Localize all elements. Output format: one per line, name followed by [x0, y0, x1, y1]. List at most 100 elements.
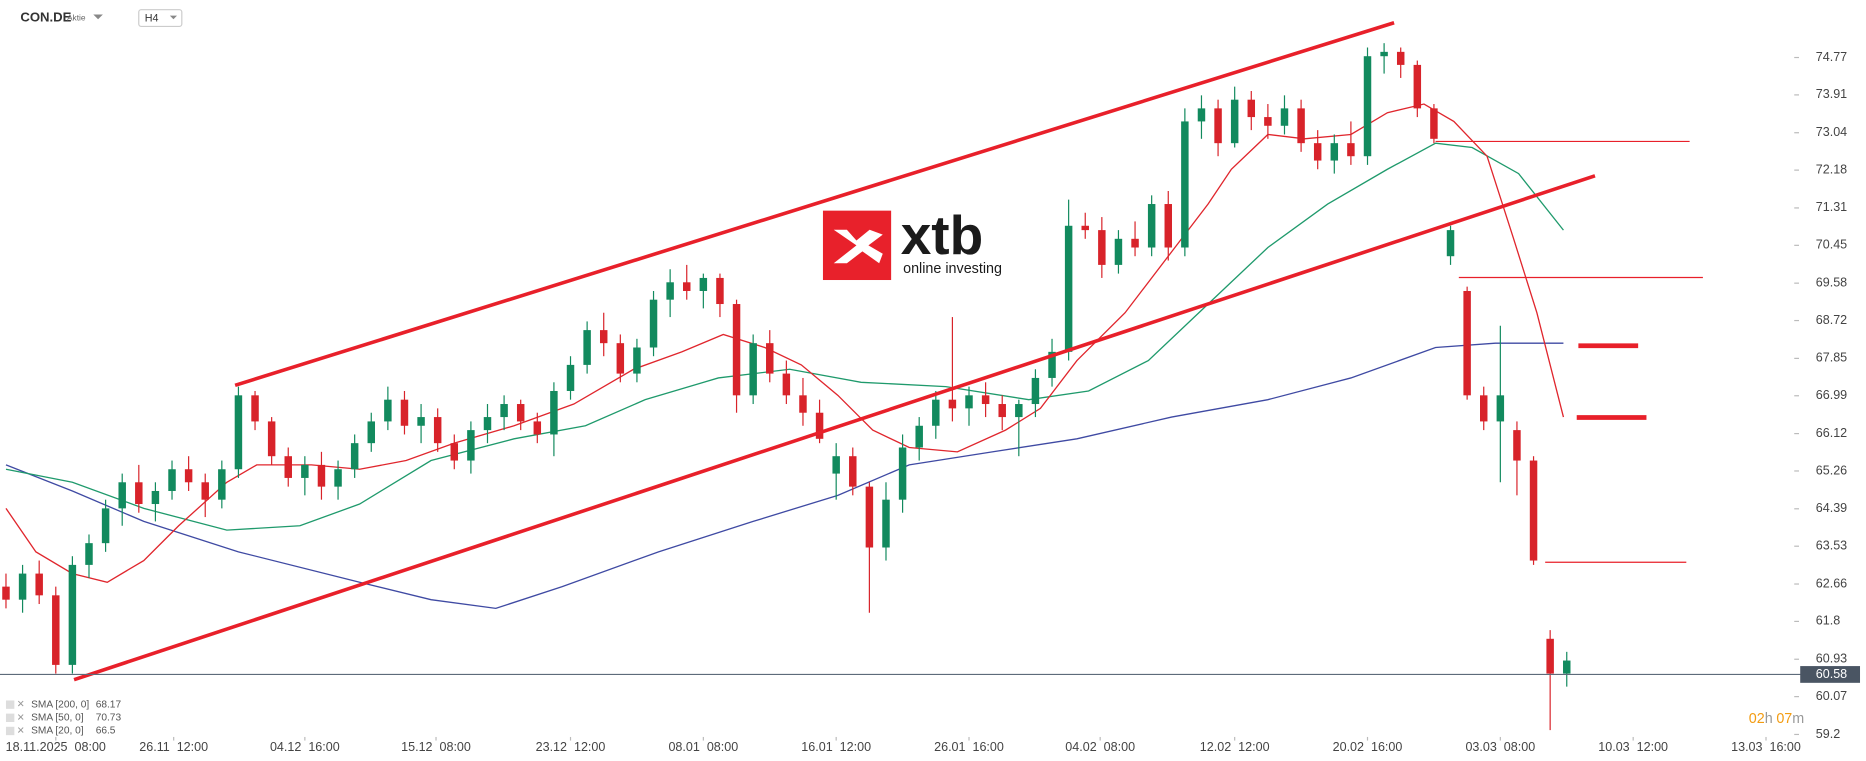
legend-close[interactable]: ✕: [17, 726, 25, 737]
candle-body: [168, 469, 176, 491]
candle-body: [766, 343, 774, 374]
x-tick-label: 04.02 08:00: [1065, 740, 1135, 754]
y-tick-label: 61.8: [1816, 614, 1840, 628]
candle-body: [981, 395, 990, 405]
candle-body: [699, 277, 708, 291]
legend-icon: [5, 700, 15, 709]
legend-name: SMA [200, 0]: [31, 699, 89, 710]
y-tick-label: 59.2: [1816, 727, 1840, 741]
candle-body: [732, 304, 741, 396]
sma-line: [5, 342, 1564, 610]
candle-body: [799, 395, 807, 413]
candle-body: [998, 404, 1006, 418]
candle-body: [1297, 108, 1305, 144]
y-tick-label: 64.39: [1816, 501, 1847, 515]
symbol-dropdown[interactable]: [93, 14, 103, 20]
candle-body: [1330, 143, 1339, 161]
instrument-kind: Aktie: [67, 12, 86, 22]
candle-body: [18, 573, 27, 600]
candle-body: [948, 399, 957, 409]
x-tick-label: 03.03 08:00: [1465, 740, 1535, 754]
candle-body: [882, 499, 890, 548]
candle-body: [1230, 99, 1239, 144]
candle-body: [649, 299, 658, 348]
candle-body: [400, 399, 409, 426]
candle-body: [583, 330, 591, 365]
candle-body: [85, 543, 93, 565]
y-tick-label: 74.77: [1816, 50, 1847, 64]
candle-body: [1131, 238, 1139, 248]
logo-brand: xtb: [901, 204, 984, 266]
candle-body: [915, 425, 923, 448]
y-tick-label: 65.26: [1816, 463, 1847, 477]
y-tick-label: 63.53: [1816, 539, 1847, 553]
x-tick-label: 12.02 12:00: [1200, 740, 1270, 754]
candle-body: [201, 482, 209, 500]
candle-body: [1015, 404, 1023, 418]
x-tick-label: 13.03 16:00: [1731, 740, 1801, 754]
candle-body: [516, 404, 525, 422]
x-tick-label: 16.01 12:00: [801, 740, 871, 754]
candle-body: [35, 573, 43, 596]
x-tick-label: 20.02 16:00: [1333, 740, 1403, 754]
candle-body: [450, 443, 459, 461]
logo-tagline: online investing: [903, 261, 1002, 277]
sma-line: [5, 103, 1565, 583]
candle-body: [483, 417, 492, 431]
legend-value: 66.5: [96, 726, 116, 737]
y-tick-label: 67.85: [1816, 351, 1847, 365]
candle-body: [52, 595, 60, 665]
candle-body: [1430, 108, 1438, 139]
candle-body: [683, 282, 691, 291]
candle-body: [433, 417, 442, 444]
logo-x: [833, 229, 883, 264]
candle-body: [467, 430, 475, 461]
x-tick-label: 15.12 08:00: [401, 740, 471, 754]
interval-box[interactable]: [138, 9, 183, 28]
countdown-m: m: [1792, 711, 1804, 727]
candle-body: [1546, 638, 1554, 674]
countdown-h: h: [1765, 711, 1773, 727]
y-tick-label: 66.99: [1816, 388, 1847, 402]
candle-body: [317, 464, 326, 487]
candle-body: [1264, 117, 1272, 126]
x-tick-label: 26.01 16:00: [934, 740, 1004, 754]
candle-body: [865, 486, 874, 548]
y-tick-label: 60.07: [1816, 689, 1847, 703]
candle-body: [1214, 108, 1222, 144]
candle-body: [1064, 225, 1073, 352]
x-tick-label: 26.11 12:00: [139, 740, 208, 754]
candle-body: [550, 390, 558, 435]
candle-body: [301, 464, 309, 478]
candle-body: [1114, 238, 1123, 265]
candle-body: [68, 564, 77, 665]
candle-body: [500, 404, 508, 418]
candle-body: [1363, 56, 1372, 157]
candle-body: [566, 364, 575, 391]
y-tick-label: 68.72: [1816, 313, 1847, 327]
interval[interactable]: H4: [145, 13, 159, 25]
candle-body: [1197, 108, 1206, 122]
candle-body: [849, 456, 857, 487]
last-price-label: 60.58: [1816, 667, 1847, 681]
interval-dropdown[interactable]: [169, 15, 178, 20]
candle-body: [616, 343, 625, 374]
legend-name: SMA [20, 0]: [31, 726, 84, 737]
legend-value: 70.73: [96, 713, 122, 724]
candle-body: [932, 399, 940, 426]
candle-body: [251, 395, 259, 422]
y-tick-label: 73.04: [1816, 125, 1847, 139]
candle-body: [1413, 64, 1422, 109]
x-tick-label: 18.11.2025 08:00: [6, 740, 106, 754]
logo: xtb online investing: [822, 204, 1002, 281]
legend-name: SMA [50, 0]: [31, 713, 84, 724]
symbol[interactable]: CON.DE: [20, 10, 71, 25]
legend-close[interactable]: ✕: [17, 699, 25, 710]
candle-body: [2, 586, 10, 600]
candle-body: [1081, 225, 1089, 231]
candle-body: [898, 447, 907, 500]
legend-close[interactable]: ✕: [17, 712, 25, 723]
candle-body: [1463, 290, 1471, 396]
